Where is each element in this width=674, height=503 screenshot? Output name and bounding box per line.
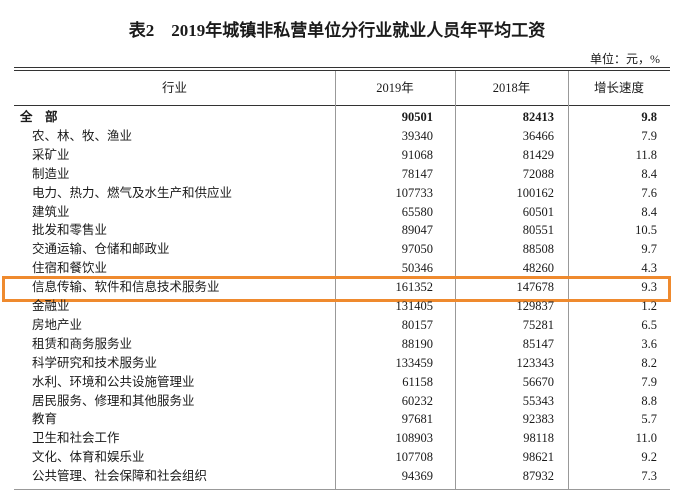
header-cell: 2019年 — [376, 81, 414, 95]
value-cell: 94369 — [401, 469, 433, 484]
value-cell: 61158 — [402, 374, 433, 389]
value-cell: 108903 — [395, 431, 434, 446]
value-cell: 8.4 — [641, 204, 657, 219]
value-cell: 131405 — [395, 299, 434, 313]
industry-cell: 信息传输、软件和信息技术服务业 — [32, 280, 220, 295]
value-cell: 98118 — [523, 431, 554, 446]
value-cell: 9.8 — [641, 110, 657, 124]
industry-cell: 房地产业 — [32, 317, 83, 332]
top-rule — [14, 67, 670, 68]
industry-cell: 公共管理、社会保障和社会组织 — [32, 469, 208, 484]
value-cell: 7.6 — [641, 185, 657, 200]
value-cell: 80157 — [401, 317, 433, 332]
bottom-rule — [14, 489, 670, 490]
value-cell: 72088 — [522, 166, 554, 181]
value-cell: 7.9 — [641, 374, 657, 389]
value-cell: 81429 — [522, 147, 554, 162]
value-cell: 55343 — [522, 393, 554, 408]
value-cell: 11.0 — [635, 431, 657, 446]
industry-cell: 批发和零售业 — [32, 223, 108, 238]
value-cell: 8.2 — [641, 355, 657, 370]
value-cell: 107708 — [395, 450, 434, 465]
value-cell: 1.2 — [641, 299, 657, 313]
value-cell: 107733 — [395, 185, 434, 200]
value-cell: 75281 — [522, 317, 554, 332]
header-rule — [14, 105, 670, 106]
header-cell: 2018年 — [492, 81, 531, 95]
value-cell: 6.5 — [641, 317, 657, 332]
value-cell: 82413 — [522, 110, 554, 124]
value-cell: 60501 — [522, 204, 554, 219]
value-cell: 56670 — [522, 374, 554, 389]
value-cell: 123343 — [516, 355, 555, 370]
industry-cell: 居民服务、修理和其他服务业 — [32, 393, 195, 408]
value-cell: 10.5 — [635, 223, 657, 238]
value-cell: 5.7 — [641, 412, 657, 427]
industry-cell: 卫生和社会工作 — [32, 431, 120, 446]
value-cell: 80551 — [522, 223, 554, 238]
column-line — [568, 71, 569, 490]
industry-cell: 农、林、牧、渔业 — [32, 128, 133, 143]
value-cell: 97050 — [401, 242, 433, 257]
value-cell: 161352 — [395, 280, 434, 295]
value-cell: 88508 — [522, 242, 554, 257]
industry-cell: 租赁和商务服务业 — [32, 336, 133, 351]
value-cell: 9.3 — [641, 280, 657, 295]
value-cell: 65580 — [401, 204, 433, 219]
value-cell: 89047 — [401, 223, 433, 238]
value-cell: 147678 — [516, 280, 555, 295]
industry-cell: 电力、热力、燃气及水生产和供应业 — [32, 185, 233, 200]
industry-cell: 交通运输、仓储和邮政业 — [32, 242, 170, 257]
value-cell: 100162 — [516, 185, 555, 200]
header-cell: 增长速度 — [593, 81, 644, 95]
value-cell: 48260 — [522, 261, 554, 276]
value-cell: 78147 — [401, 166, 433, 181]
value-cell: 97681 — [401, 412, 433, 427]
value-cell: 3.6 — [641, 336, 657, 351]
value-cell: 92383 — [522, 412, 554, 427]
top-rule — [14, 70, 670, 71]
value-cell: 98621 — [522, 450, 554, 465]
industry-cell: 金融业 — [32, 299, 70, 313]
value-cell: 87932 — [522, 469, 554, 484]
value-cell: 85147 — [522, 336, 554, 351]
industry-cell: 采矿业 — [32, 147, 70, 162]
value-cell: 8.4 — [641, 166, 657, 181]
column-line — [455, 71, 456, 490]
value-cell: 4.3 — [641, 261, 657, 276]
value-cell: 91068 — [401, 147, 433, 162]
value-cell: 133459 — [395, 355, 434, 370]
value-cell: 36466 — [522, 128, 554, 143]
highlight-box — [2, 276, 671, 302]
industry-cell: 水利、环境和公共设施管理业 — [32, 374, 195, 389]
value-cell: 88190 — [401, 336, 433, 351]
column-line — [335, 71, 336, 490]
unit-note: 单位：元，% — [590, 52, 660, 66]
value-cell: 9.2 — [641, 450, 657, 465]
value-cell: 9.7 — [641, 242, 657, 257]
value-cell: 129837 — [516, 299, 555, 313]
industry-cell: 全 部 — [20, 110, 58, 124]
industry-cell: 住宿和餐饮业 — [32, 261, 108, 276]
value-cell: 50346 — [401, 261, 433, 276]
industry-cell: 文化、体育和娱乐业 — [32, 450, 145, 465]
value-cell: 39340 — [401, 128, 433, 143]
industry-cell: 科学研究和技术服务业 — [32, 355, 158, 370]
value-cell: 11.8 — [635, 147, 657, 162]
industry-cell: 建筑业 — [32, 204, 70, 219]
industry-cell: 教育 — [32, 412, 58, 427]
header-cell: 行业 — [161, 81, 187, 95]
table-title: 表2 2019年城镇非私营单位分行业就业人员年平均工资 — [128, 21, 546, 40]
value-cell: 7.3 — [641, 469, 657, 484]
value-cell: 60232 — [401, 393, 433, 408]
value-cell: 8.8 — [641, 393, 657, 408]
value-cell: 90501 — [401, 110, 433, 124]
value-cell: 7.9 — [641, 128, 657, 143]
industry-cell: 制造业 — [32, 166, 70, 181]
